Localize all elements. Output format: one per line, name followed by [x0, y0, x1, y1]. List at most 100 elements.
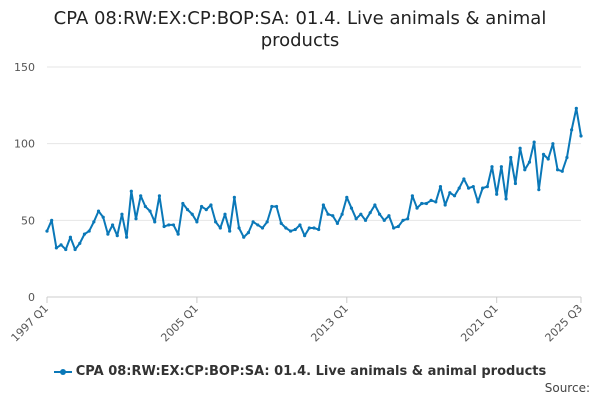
data-point[interactable]: [317, 227, 321, 232]
data-point[interactable]: [125, 235, 129, 239]
data-point[interactable]: [242, 235, 246, 239]
data-point[interactable]: [134, 217, 138, 221]
data-point[interactable]: [92, 220, 96, 224]
legend[interactable]: CPA 08:RW:EX:CP:BOP:SA: 01.4. Live anima…: [0, 364, 600, 379]
data-point[interactable]: [495, 192, 499, 196]
data-point[interactable]: [279, 221, 283, 225]
data-point[interactable]: [223, 212, 227, 216]
data-point[interactable]: [574, 106, 578, 110]
data-point[interactable]: [429, 198, 433, 202]
data-point[interactable]: [162, 224, 166, 229]
data-point[interactable]: [518, 146, 522, 150]
data-point[interactable]: [96, 209, 101, 213]
data-point[interactable]: [139, 194, 143, 198]
data-point[interactable]: [204, 208, 208, 212]
data-point[interactable]: [401, 218, 405, 222]
data-point[interactable]: [490, 165, 494, 169]
data-point[interactable]: [251, 220, 255, 224]
data-point[interactable]: [195, 220, 199, 224]
data-point[interactable]: [190, 212, 194, 216]
data-point[interactable]: [452, 194, 457, 198]
data-point[interactable]: [377, 212, 382, 216]
data-point[interactable]: [256, 223, 260, 227]
data-point[interactable]: [382, 218, 386, 222]
data-point[interactable]: [129, 189, 133, 193]
data-point[interactable]: [434, 200, 438, 204]
data-point[interactable]: [504, 197, 508, 201]
data-point[interactable]: [87, 229, 91, 233]
data-point[interactable]: [284, 226, 288, 230]
data-point[interactable]: [50, 218, 54, 222]
data-point[interactable]: [345, 195, 349, 199]
data-point[interactable]: [443, 203, 447, 207]
data-point[interactable]: [410, 194, 414, 198]
data-point[interactable]: [438, 185, 443, 189]
data-point[interactable]: [359, 212, 363, 216]
data-point[interactable]: [527, 160, 532, 164]
data-point[interactable]: [82, 232, 87, 236]
data-point[interactable]: [406, 217, 410, 221]
data-point[interactable]: [546, 157, 550, 161]
data-point[interactable]: [396, 224, 400, 229]
data-point[interactable]: [448, 191, 452, 195]
data-point[interactable]: [106, 232, 110, 236]
data-point[interactable]: [335, 221, 340, 225]
data-point[interactable]: [560, 169, 564, 173]
data-point[interactable]: [532, 140, 536, 144]
data-point[interactable]: [237, 226, 241, 230]
data-point[interactable]: [373, 203, 377, 207]
data-point[interactable]: [537, 188, 541, 192]
data-point[interactable]: [349, 206, 354, 210]
data-point[interactable]: [485, 185, 489, 189]
data-point[interactable]: [321, 203, 325, 207]
data-point[interactable]: [54, 246, 58, 250]
data-point[interactable]: [115, 234, 119, 238]
data-point[interactable]: [570, 128, 574, 132]
data-point[interactable]: [101, 215, 105, 219]
data-point[interactable]: [73, 247, 77, 252]
data-point[interactable]: [331, 214, 335, 218]
data-point[interactable]: [232, 195, 236, 199]
data-point[interactable]: [523, 168, 527, 172]
data-point[interactable]: [555, 168, 560, 172]
data-point[interactable]: [246, 231, 251, 235]
data-point[interactable]: [288, 229, 293, 233]
data-point[interactable]: [481, 186, 485, 190]
data-point[interactable]: [387, 214, 391, 218]
data-point[interactable]: [326, 212, 330, 216]
data-point[interactable]: [68, 235, 73, 239]
data-point[interactable]: [157, 194, 162, 198]
data-point[interactable]: [270, 204, 274, 209]
data-point[interactable]: [513, 181, 518, 186]
data-point[interactable]: [312, 226, 316, 230]
data-point[interactable]: [59, 243, 63, 247]
data-point[interactable]: [476, 200, 480, 204]
data-point[interactable]: [499, 165, 503, 169]
data-point[interactable]: [78, 241, 82, 245]
data-point[interactable]: [392, 226, 396, 230]
data-point[interactable]: [457, 186, 461, 190]
data-point[interactable]: [143, 204, 147, 209]
data-point[interactable]: [265, 220, 269, 224]
data-point[interactable]: [368, 211, 372, 215]
data-point[interactable]: [551, 142, 555, 146]
data-point[interactable]: [209, 203, 213, 207]
data-point[interactable]: [185, 208, 190, 212]
data-point[interactable]: [171, 223, 176, 227]
data-point[interactable]: [363, 218, 368, 222]
data-point[interactable]: [471, 185, 475, 189]
data-point[interactable]: [64, 247, 68, 252]
data-point[interactable]: [298, 223, 302, 227]
data-point[interactable]: [424, 201, 429, 206]
data-point[interactable]: [45, 229, 49, 233]
data-point[interactable]: [218, 226, 222, 230]
data-point[interactable]: [214, 220, 218, 224]
data-point[interactable]: [199, 204, 204, 209]
data-point[interactable]: [462, 177, 466, 181]
data-point[interactable]: [228, 229, 232, 233]
data-point[interactable]: [420, 201, 424, 206]
data-point[interactable]: [303, 234, 307, 238]
data-point[interactable]: [274, 204, 279, 209]
data-point[interactable]: [260, 226, 265, 230]
data-point[interactable]: [565, 155, 569, 160]
